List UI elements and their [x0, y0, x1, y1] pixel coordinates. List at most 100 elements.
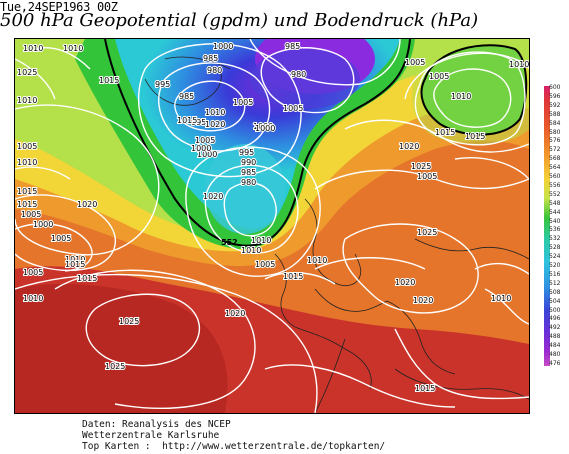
- credits-line-3: Top Karten : http://www.wetterzentrale.d…: [82, 441, 386, 452]
- isobar-label: 1000: [197, 150, 217, 159]
- isobar-label: 985: [203, 54, 218, 63]
- isobar-label: 1005: [17, 142, 37, 151]
- isobar-label: 1010: [509, 60, 529, 69]
- colorbar-tick-label: 508: [549, 288, 561, 296]
- colorbar-tick-label: 476: [549, 360, 561, 367]
- colorbar-tick-label: 560: [549, 173, 561, 181]
- isobar-label: 1000: [33, 220, 53, 229]
- isobar-label: 1010: [17, 158, 37, 167]
- isobars: [15, 39, 529, 413]
- colorbar-tick-label: 592: [549, 101, 561, 109]
- credits: Daten: Reanalysis des NCEP Wetterzentral…: [82, 419, 385, 452]
- isobar-label: 1010: [451, 92, 471, 101]
- map-title: 500 hPa Geopotential (gpdm) und Bodendru…: [0, 10, 479, 31]
- colorbar-tick-label: 572: [549, 146, 561, 154]
- colorbar-tick-label: 568: [549, 155, 561, 163]
- colorbar-tick-label: 564: [549, 164, 561, 172]
- isobar-label: 1010: [491, 294, 511, 303]
- colorbar-tick-label: 540: [549, 217, 561, 225]
- coastlines: [144, 56, 529, 413]
- colorbar-tick-label: 532: [549, 235, 561, 243]
- colorbar-tick-label: 496: [549, 315, 561, 323]
- timestamp: Tue,24SEP1963 00Z: [0, 0, 118, 14]
- credits-line-1: Daten: Reanalysis des NCEP: [82, 419, 231, 430]
- isobar-label: 980: [291, 70, 306, 79]
- colorbar-tick-label: 576: [549, 137, 561, 145]
- isobar-label: 985: [241, 168, 256, 177]
- isobar-label: 1015: [77, 274, 97, 283]
- isobar-label: 1010: [23, 294, 43, 303]
- credits-line-2: Wetterzentrale Karlsruhe: [82, 430, 220, 441]
- isobar-label: 1025: [411, 162, 431, 171]
- colorbar-tick-label: 548: [549, 199, 561, 207]
- field-red-west: [15, 284, 228, 413]
- isobar-label: 1015: [177, 116, 197, 125]
- isobar-label: 980: [241, 178, 256, 187]
- colorbar-tick-label: 528: [549, 244, 561, 252]
- isobar-label: 1015: [435, 128, 455, 137]
- isobar-label: 1015: [283, 272, 303, 281]
- colorbar-tick-label: 488: [549, 333, 561, 341]
- isobar-label: 1010: [23, 44, 43, 53]
- isobar-label: 1005: [417, 172, 437, 181]
- isobar-label: 995: [155, 80, 170, 89]
- colorbar-tick-label: 552: [549, 190, 561, 198]
- colorbar-tick-label: 556: [549, 181, 561, 189]
- weather-map: 1010 1025 1015 1010 1005 1010 1015 1020 …: [14, 38, 530, 414]
- isobar-label: 1025: [17, 68, 37, 77]
- colorbar-tick-label: 512: [549, 279, 561, 287]
- colorbar-tick-label: 504: [549, 297, 561, 305]
- colorbar-tick-label: 600: [549, 84, 561, 91]
- isobar-label: 995: [191, 118, 206, 127]
- isobar-label: 1020: [205, 120, 225, 129]
- colorbar-tick-label: 544: [549, 208, 561, 216]
- isobar-label: 990: [241, 158, 256, 167]
- map-svg: 1010 1025 1015 1010 1005 1010 1015 1020 …: [15, 39, 529, 413]
- isobar-label: 1010: [65, 255, 85, 264]
- isobar-label: 1015: [17, 187, 37, 196]
- isobar-label: 1010: [63, 44, 83, 53]
- isobar-label: 1015: [465, 132, 485, 141]
- isobar-label: 1020: [225, 309, 245, 318]
- isobar-label: 1005: [429, 72, 449, 81]
- isobar-label: 1020: [413, 296, 433, 305]
- isobar-label: 1020: [395, 278, 415, 287]
- isobar-label: 1000: [213, 42, 233, 51]
- colorbar-tick-label: 596: [549, 92, 561, 100]
- isobar-label: 1010: [241, 246, 261, 255]
- isobar-label: 1005: [233, 98, 253, 107]
- contour-552-ne: [420, 44, 528, 136]
- isobar-label: 1020: [77, 200, 97, 209]
- isobar-label: 1010: [251, 236, 271, 245]
- colorbar-tick-label: 524: [549, 253, 561, 261]
- isobar-label: 1005: [405, 58, 425, 67]
- colorbar: [544, 86, 550, 366]
- colorbar-tick-label: 492: [549, 324, 561, 332]
- colorbar-tick-label: 516: [549, 270, 561, 278]
- colorbar-gradient: [544, 86, 550, 366]
- isobar-label: 1010: [307, 256, 327, 265]
- isobar-labels: 1010 1025 1015 1010 1005 1010 1015 1020 …: [16, 41, 529, 394]
- isobar-label: 1005: [255, 260, 275, 269]
- isobar-label: 985: [179, 92, 194, 101]
- colorbar-tick-label: 520: [549, 262, 561, 270]
- field-ne-lightgreen: [412, 40, 529, 145]
- colorbar-tick-label: 500: [549, 306, 561, 314]
- colorbar-tick-label: 536: [549, 226, 561, 234]
- colorbar-tick-label: 584: [549, 119, 561, 127]
- isobar-label: 1000: [255, 124, 275, 133]
- isobar-label: 1005: [195, 136, 215, 145]
- isobar-label: 1015: [99, 76, 119, 85]
- isobar-label: 1025: [119, 317, 139, 326]
- isobar-label: 985: [285, 42, 300, 51]
- isobar-label: 995: [239, 148, 254, 157]
- colorbar-tick-label: 580: [549, 128, 561, 136]
- colorbar-tick-label: 484: [549, 342, 561, 350]
- isobar-label: 1015: [65, 260, 85, 269]
- colorbar-tick-label: 588: [549, 110, 561, 118]
- colorbar-tick-label: 480: [549, 351, 561, 359]
- isobar-label: 1025: [105, 362, 125, 371]
- isobar-label: 1000: [253, 122, 273, 131]
- isobar-label: 1005: [21, 210, 41, 219]
- isobar-label: 1025: [417, 228, 437, 237]
